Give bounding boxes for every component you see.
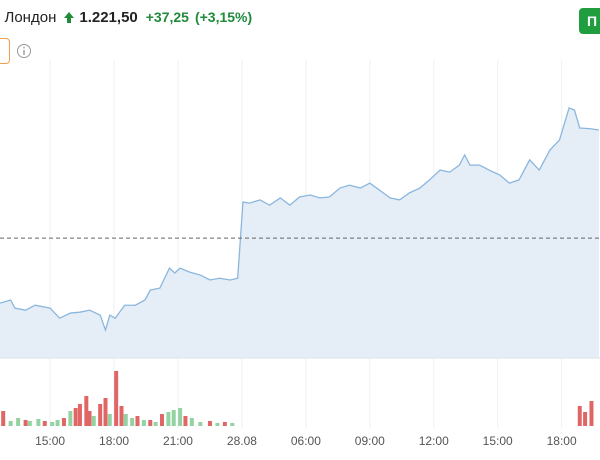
price: 1.221,50 bbox=[79, 8, 138, 26]
volume-bar bbox=[16, 418, 21, 426]
volume-bar bbox=[583, 412, 588, 426]
volume-bar bbox=[98, 404, 103, 426]
x-tick-label: 18:00 bbox=[547, 434, 577, 448]
volume-bar bbox=[107, 414, 112, 426]
volume-bar bbox=[73, 408, 78, 426]
volume-bar bbox=[87, 411, 92, 426]
volume-bar bbox=[159, 414, 164, 426]
volume-bar bbox=[50, 422, 55, 426]
volume-bar bbox=[171, 410, 176, 426]
volume-bar bbox=[222, 422, 227, 426]
toggle-box[interactable] bbox=[0, 38, 10, 64]
volume-bar bbox=[84, 396, 89, 426]
volume-bar bbox=[61, 418, 66, 426]
x-tick-label: 18:00 bbox=[99, 434, 129, 448]
volume-bar bbox=[27, 421, 32, 426]
volume-bar bbox=[148, 420, 153, 426]
x-tick-label: 15:00 bbox=[483, 434, 513, 448]
change-pct: (+3,15%) bbox=[194, 9, 253, 25]
x-tick-label: 12:00 bbox=[419, 434, 449, 448]
x-tick-label: 21:00 bbox=[163, 434, 193, 448]
volume-bar bbox=[178, 408, 183, 426]
volume-bar bbox=[207, 421, 212, 426]
volume-bar bbox=[23, 420, 28, 426]
volume-bar bbox=[230, 423, 235, 426]
volume-bar bbox=[114, 371, 119, 426]
volume-bar bbox=[589, 401, 594, 426]
x-tick-label: 15:00 bbox=[35, 434, 65, 448]
volume-bar bbox=[119, 406, 124, 426]
volume-bar bbox=[1, 411, 6, 426]
volume-bar bbox=[77, 404, 82, 426]
up-arrow-icon bbox=[64, 12, 75, 23]
volume-bar bbox=[68, 411, 73, 426]
volume-bar bbox=[166, 412, 171, 426]
volume-bar bbox=[215, 423, 220, 426]
header: i Лондон 1.221,50 +37,25 (+3,15%) bbox=[0, 6, 252, 28]
volume-bar bbox=[135, 416, 140, 426]
volume-bar bbox=[577, 406, 582, 426]
volume-bar bbox=[130, 418, 135, 426]
info-icon[interactable] bbox=[16, 43, 32, 59]
volume-bar bbox=[153, 422, 158, 426]
area bbox=[0, 107, 599, 358]
volume-bar bbox=[183, 416, 188, 426]
change: +37,25 bbox=[145, 9, 189, 25]
volume-bar bbox=[123, 414, 128, 426]
instrument-name: i Лондон bbox=[0, 8, 57, 26]
volume-bar bbox=[8, 421, 13, 426]
volume-bar bbox=[55, 420, 60, 426]
volume-bar bbox=[103, 398, 108, 426]
price-line bbox=[0, 107, 600, 333]
volume-bar bbox=[189, 418, 194, 426]
x-tick-label: 06:00 bbox=[291, 434, 321, 448]
volume-bar bbox=[141, 420, 146, 426]
volume-bar bbox=[42, 421, 47, 426]
action-button[interactable]: П bbox=[579, 8, 600, 34]
x-tick-label: 28.08 bbox=[227, 434, 257, 448]
volume-bar bbox=[91, 416, 96, 426]
volume-bar bbox=[198, 422, 203, 426]
volume-bar bbox=[36, 419, 41, 426]
x-tick-label: 09:00 bbox=[355, 434, 385, 448]
